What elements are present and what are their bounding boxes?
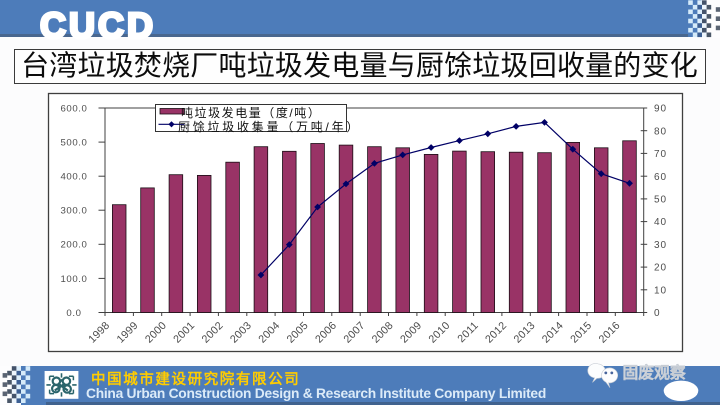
svg-text:50: 50 bbox=[654, 195, 667, 206]
svg-text:60: 60 bbox=[654, 172, 667, 183]
svg-text:0.0: 0.0 bbox=[66, 308, 81, 319]
svg-text:100.0: 100.0 bbox=[60, 274, 87, 285]
svg-text:20: 20 bbox=[654, 263, 667, 274]
svg-text:90: 90 bbox=[654, 104, 667, 115]
svg-text:70: 70 bbox=[654, 149, 667, 160]
svg-text:30: 30 bbox=[654, 240, 667, 251]
svg-text:40: 40 bbox=[654, 217, 667, 228]
svg-text:400.0: 400.0 bbox=[60, 172, 87, 183]
svg-text:200.0: 200.0 bbox=[60, 240, 87, 251]
svg-text:500.0: 500.0 bbox=[60, 138, 87, 149]
svg-text:300.0: 300.0 bbox=[60, 206, 87, 217]
svg-text:80: 80 bbox=[654, 126, 667, 137]
svg-text:10: 10 bbox=[654, 285, 667, 296]
svg-text:0: 0 bbox=[654, 308, 661, 319]
svg-text:600.0: 600.0 bbox=[60, 103, 87, 114]
